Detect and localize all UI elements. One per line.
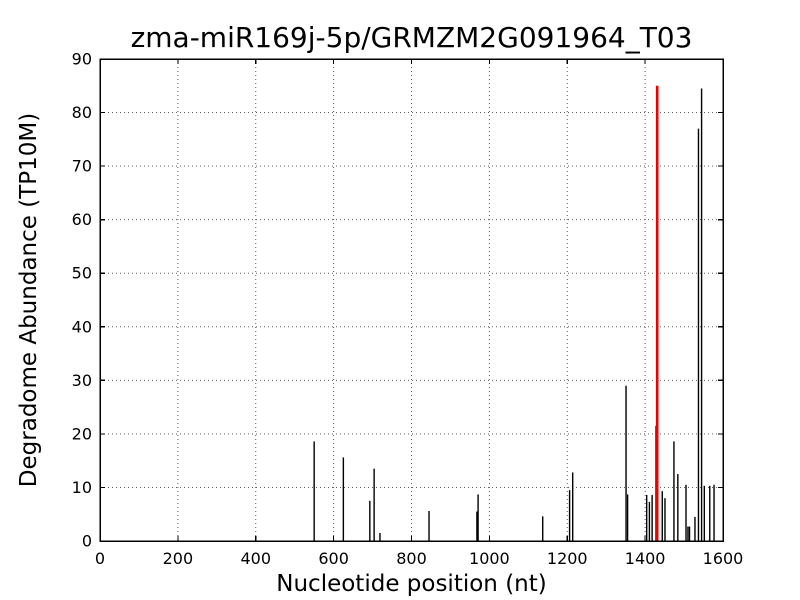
x-axis-label: Nucleotide position (nt): [276, 571, 547, 597]
x-tick-label: 200: [163, 549, 194, 568]
y-tick-label: 90: [72, 50, 92, 69]
x-tick-label: 400: [240, 549, 271, 568]
y-tick-label: 30: [72, 371, 92, 390]
y-tick-label: 0: [82, 532, 92, 551]
x-tick-label: 600: [318, 549, 349, 568]
y-tick-label: 60: [72, 210, 92, 229]
y-tick-label: 70: [72, 157, 92, 176]
x-tick-label: 1200: [547, 549, 588, 568]
y-tick-label: 40: [72, 317, 92, 336]
y-axis-label: Degradome Abundance (TP10M): [16, 112, 42, 488]
y-tick-label: 80: [72, 103, 92, 122]
y-tick-label: 50: [72, 264, 92, 283]
x-tick-label: 1600: [703, 549, 744, 568]
x-tick-label: 1400: [625, 549, 666, 568]
x-tick-label: 0: [95, 549, 105, 568]
y-tick-label: 10: [72, 478, 92, 497]
x-tick-label: 800: [396, 549, 427, 568]
y-tick-label: 20: [72, 424, 92, 443]
x-tick-label: 1000: [469, 549, 510, 568]
chart-title: zma-miR169j-5p/GRMZM2G091964_T03: [130, 21, 693, 54]
